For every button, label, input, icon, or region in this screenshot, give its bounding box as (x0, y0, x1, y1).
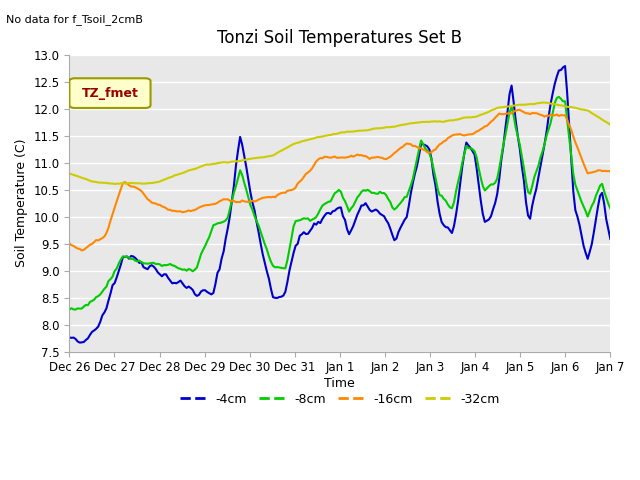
-8cm (65, 307, 73, 312)
Text: No data for f_Tsoil_2cmB: No data for f_Tsoil_2cmB (6, 14, 143, 25)
Line: -32cm: -32cm (69, 103, 611, 184)
X-axis label: Time: Time (324, 377, 355, 390)
-4cm (244, 177, 252, 183)
-32cm (407, 120, 415, 126)
-8cm (555, 94, 563, 100)
-4cm (271, 295, 279, 300)
Line: -8cm: -8cm (69, 97, 611, 310)
Legend: -4cm, -8cm, -16cm, -32cm: -4cm, -8cm, -16cm, -32cm (175, 388, 504, 410)
-16cm (244, 199, 252, 204)
Text: TZ_fmet: TZ_fmet (81, 86, 138, 100)
-4cm (65, 335, 73, 340)
Line: -16cm: -16cm (69, 110, 611, 251)
Line: -4cm: -4cm (69, 66, 611, 343)
-16cm (376, 155, 384, 160)
-16cm (516, 107, 524, 113)
-8cm (243, 187, 250, 192)
-8cm (607, 205, 614, 211)
-16cm (300, 174, 308, 180)
-4cm (300, 229, 308, 235)
-16cm (271, 194, 279, 200)
Y-axis label: Soil Temperature (C): Soil Temperature (C) (15, 139, 28, 267)
-8cm (405, 188, 413, 194)
-4cm (561, 63, 569, 69)
-8cm (80, 304, 88, 310)
-4cm (376, 211, 384, 216)
-16cm (78, 248, 86, 253)
-32cm (271, 152, 279, 157)
-32cm (376, 125, 384, 131)
-16cm (407, 141, 415, 147)
-16cm (82, 245, 90, 251)
-8cm (374, 191, 381, 197)
-4cm (82, 337, 90, 343)
-32cm (65, 170, 73, 176)
Title: Tonzi Soil Temperatures Set B: Tonzi Soil Temperatures Set B (218, 29, 462, 48)
-16cm (607, 168, 614, 174)
-32cm (607, 122, 614, 128)
-32cm (111, 181, 118, 187)
-8cm (269, 263, 277, 269)
-4cm (607, 236, 614, 242)
-4cm (76, 340, 84, 346)
-4cm (407, 191, 415, 196)
FancyBboxPatch shape (69, 78, 150, 108)
-16cm (65, 240, 73, 246)
-32cm (80, 176, 88, 181)
-32cm (539, 100, 547, 106)
-32cm (244, 156, 252, 162)
-32cm (300, 138, 308, 144)
-8cm (298, 216, 306, 222)
